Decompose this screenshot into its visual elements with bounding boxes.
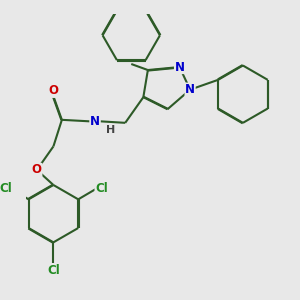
Text: Cl: Cl (0, 182, 12, 194)
Text: Cl: Cl (95, 182, 108, 194)
Text: Cl: Cl (47, 264, 60, 277)
Text: N: N (175, 61, 184, 74)
Text: O: O (48, 84, 59, 98)
Text: O: O (32, 164, 42, 176)
Text: N: N (90, 115, 100, 128)
Text: N: N (185, 83, 195, 96)
Text: H: H (106, 125, 115, 135)
